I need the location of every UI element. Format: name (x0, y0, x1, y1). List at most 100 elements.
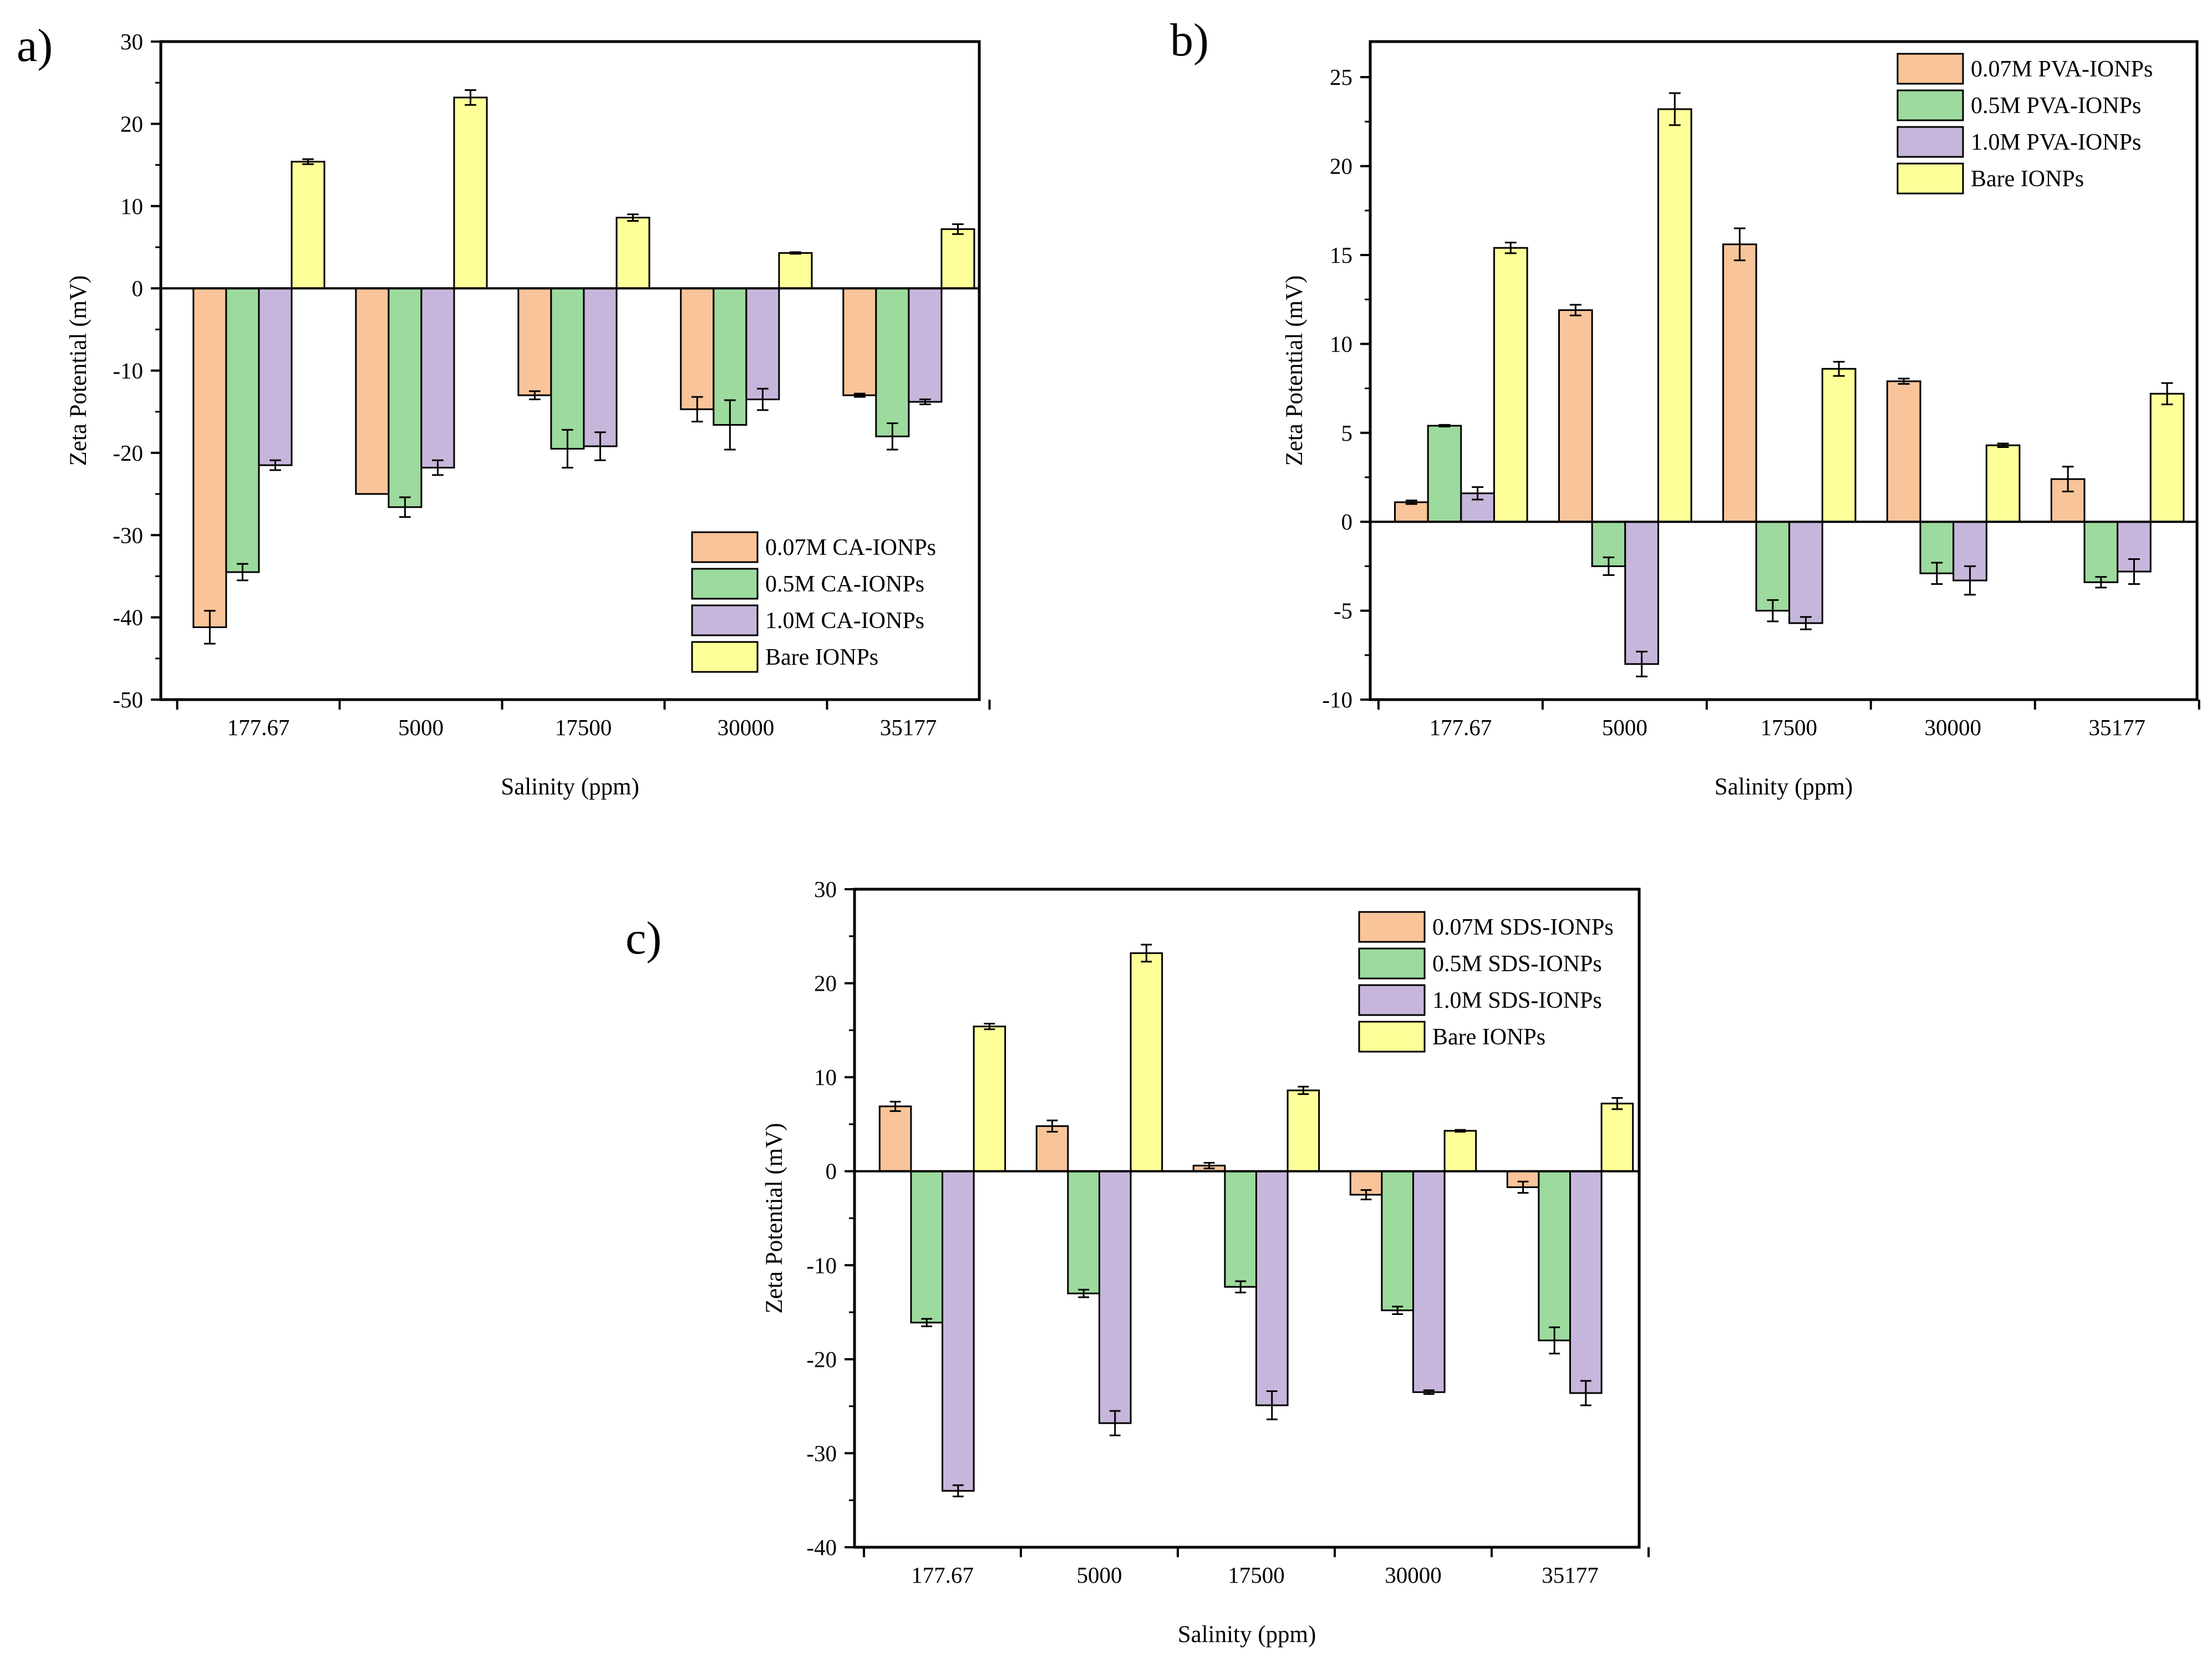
bar-s3-0 (941, 1170, 975, 1492)
bar-s1-3 (680, 287, 715, 410)
bar-s3-0 (258, 287, 293, 466)
bar-bare-4 (1600, 1103, 1634, 1172)
x-tick-label: 30000 (1925, 715, 1982, 740)
bar-s2-2 (550, 287, 585, 450)
bar-bare-3 (778, 252, 813, 289)
x-tick-label: 5000 (398, 715, 444, 740)
x-tick-label: 5000 (1076, 1562, 1122, 1588)
legend-swatch (691, 531, 759, 563)
y-tick-label: 10 (120, 193, 143, 219)
panel-label: a) (17, 20, 53, 72)
bar-bare-0 (291, 161, 326, 289)
y-tick-label: 15 (1330, 242, 1352, 268)
bar-s2-2 (1755, 521, 1791, 612)
bar-s1-0 (192, 287, 227, 628)
chart-panel-a: 30 20 10 0 -10 -20 -30 -40 -50 177.67 5000 17500 300… (17, 20, 991, 800)
y-tick-label: 0 (826, 1159, 837, 1184)
legend-label: 0.07M CA-IONPs (765, 535, 936, 560)
chart-panel-c: 30 20 10 0 -10 -20 -30 -40 177.67 5000 17500 30000 3… (626, 876, 1650, 1648)
legend-swatch (1896, 89, 1964, 121)
bar-s2-4 (2083, 521, 2119, 583)
legend-swatch (691, 641, 759, 673)
bar-s2-1 (388, 287, 423, 508)
legend-label: 1.0M SDS-IONPs (1432, 988, 1602, 1013)
x-tick-label: 5000 (1602, 715, 1647, 740)
x-tick-label: 30000 (1385, 1562, 1442, 1588)
y-tick-label: -10 (1322, 687, 1352, 712)
bar-s3-1 (1624, 521, 1659, 665)
legend-label: Bare IONPs (1432, 1024, 1545, 1050)
x-tick-label: 177.67 (227, 715, 290, 740)
y-tick-label: 5 (1341, 420, 1353, 446)
bar-s2-2 (1224, 1170, 1257, 1288)
bar-s2-1 (1067, 1170, 1100, 1294)
bar-s3-2 (1255, 1170, 1289, 1406)
x-axis-label: Salinity (ppm) (1178, 1622, 1316, 1648)
bar-bare-1 (453, 96, 488, 289)
bar-s1-4 (842, 287, 877, 396)
y-axis-label: Zeta Potential (mV) (65, 276, 91, 466)
panel-label: c) (626, 912, 662, 964)
legend-label: Bare IONPs (765, 645, 878, 670)
bar-s1-3 (1886, 380, 1921, 523)
bar-bare-4 (2149, 392, 2185, 523)
y-tick-label: -40 (113, 605, 143, 630)
bar-s3-1 (1098, 1170, 1132, 1424)
bar-bare-0 (1493, 247, 1528, 523)
bar-s1-0 (878, 1105, 912, 1172)
y-tick-label: 10 (814, 1064, 837, 1090)
legend-swatch (1896, 126, 1964, 158)
y-tick-label: -40 (806, 1534, 837, 1560)
legend-label: 0.07M PVA-IONPs (1971, 57, 2153, 82)
legend-swatch (1358, 911, 1426, 943)
y-tick-label: 30 (120, 29, 143, 54)
bar-s3-2 (1788, 521, 1823, 624)
legend-label: 0.5M CA-IONPs (765, 572, 924, 597)
y-tick-label: -20 (806, 1347, 837, 1372)
legend-swatch (1358, 984, 1426, 1016)
legend-swatch (1896, 53, 1964, 85)
x-axis-label: Salinity (ppm) (501, 774, 639, 800)
bar-bare-1 (1130, 952, 1163, 1172)
legend-swatch (1358, 1021, 1426, 1053)
bar-bare-3 (1985, 444, 2021, 523)
y-tick-label: 20 (120, 111, 143, 136)
legend-swatch (1358, 947, 1426, 980)
bar-bare-2 (616, 217, 650, 289)
y-tick-label: 0 (1341, 509, 1353, 534)
bar-s1-2 (1722, 243, 1757, 523)
legend-swatch (691, 604, 759, 636)
legend-label: 1.0M CA-IONPs (765, 608, 924, 634)
bar-s1-1 (355, 287, 390, 495)
bar-bare-1 (1657, 108, 1692, 523)
legend-swatch (691, 568, 759, 600)
bar-bare-3 (1443, 1130, 1477, 1172)
panel-label: b) (1170, 14, 1209, 66)
bar-s2-4 (875, 287, 910, 437)
bar-s2-0 (225, 287, 260, 573)
bar-s2-3 (1381, 1170, 1414, 1312)
bar-s2-0 (910, 1170, 943, 1324)
y-tick-label: -10 (113, 358, 143, 384)
bar-s2-0 (1427, 425, 1462, 523)
y-tick-label: -20 (113, 440, 143, 466)
bar-s3-3 (745, 287, 780, 400)
x-tick-label: 35177 (880, 715, 937, 740)
y-tick-label: 20 (1330, 154, 1352, 179)
chart-panel-b: 25 20 15 10 5 0 -5 -10 177.67 5000 17500 30000 35177… (1170, 14, 2200, 800)
x-tick-label: 177.67 (911, 1562, 974, 1588)
legend-label: 0.07M SDS-IONPs (1432, 915, 1614, 940)
bar-bare-0 (973, 1026, 1006, 1172)
x-tick-label: 35177 (1542, 1562, 1599, 1588)
bar-bare-2 (1286, 1089, 1320, 1172)
legend-label: 0.5M SDS-IONPs (1432, 951, 1602, 977)
bar-s1-2 (517, 287, 552, 396)
x-tick-label: 17500 (1761, 715, 1818, 740)
bar-s3-2 (583, 287, 618, 447)
y-tick-label: 30 (814, 876, 837, 902)
legend-label: Bare IONPs (1971, 166, 2084, 192)
bar-s3-4 (908, 287, 943, 403)
bar-s1-0 (1394, 501, 1429, 523)
y-tick-label: -50 (113, 687, 143, 712)
y-tick-label: -30 (113, 522, 143, 548)
